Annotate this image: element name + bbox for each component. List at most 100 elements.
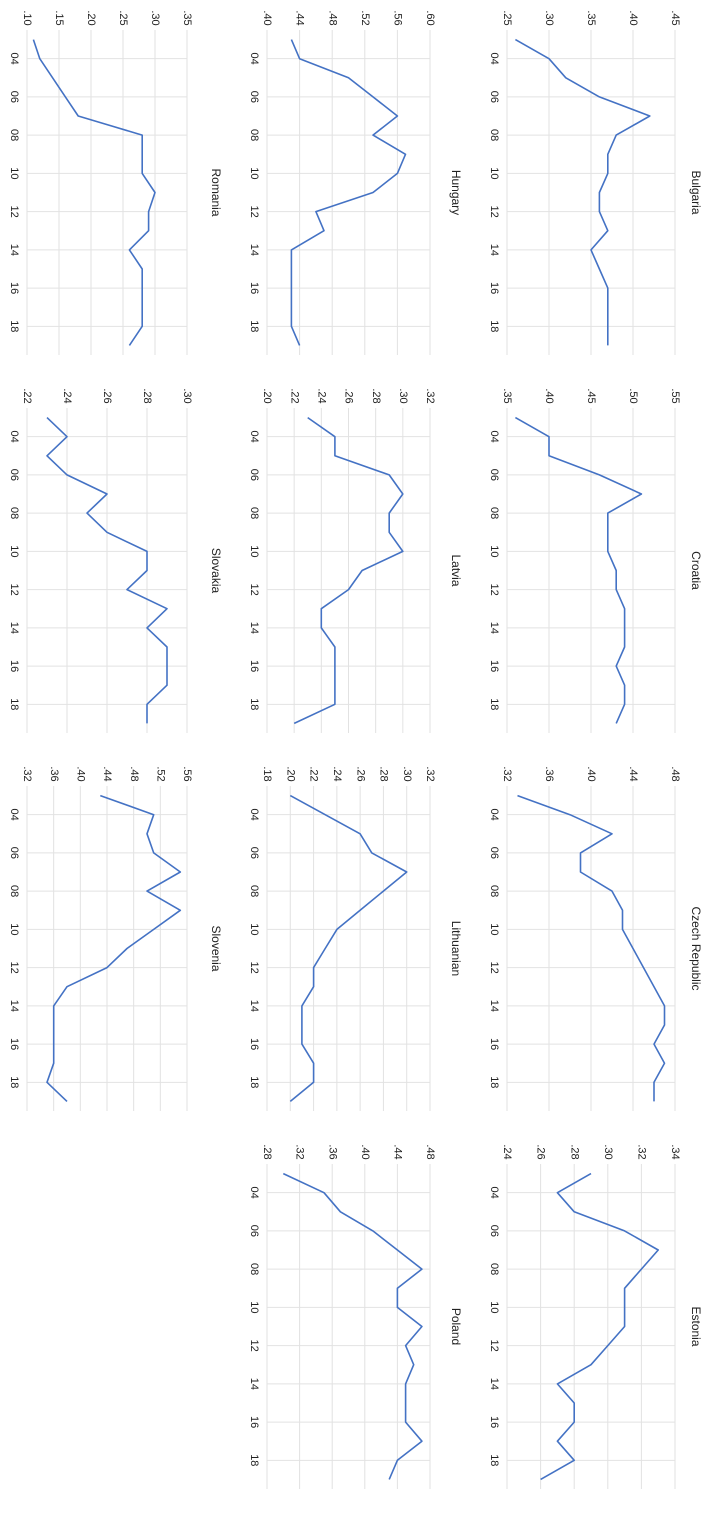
y-tick-label: .48 bbox=[669, 766, 681, 781]
y-tick-label: .52 bbox=[154, 766, 166, 781]
x-tick-label: 18 bbox=[488, 1076, 500, 1088]
y-tick-label: .48 bbox=[424, 1144, 436, 1159]
x-tick-label: 04 bbox=[248, 809, 260, 821]
data-line bbox=[515, 416, 643, 724]
data-line bbox=[46, 417, 168, 724]
y-tick-label: .40 bbox=[261, 10, 273, 25]
x-tick-label: 18 bbox=[248, 320, 260, 332]
y-tick-label: .28 bbox=[141, 388, 153, 403]
x-tick-label: 14 bbox=[488, 622, 500, 634]
panel: Lithuanian .18 .20 .22 .24 .26 .28 .30 .32 04 06 08… bbox=[248, 766, 463, 1111]
x-tick-label: 08 bbox=[488, 1263, 500, 1275]
y-tick-label: .36 bbox=[326, 1144, 338, 1159]
panel: Poland .28 .32 .36 .40 .44 .48 04 06 08 10 12 14 16 18 bbox=[248, 1144, 463, 1489]
y-tick-label: .32 bbox=[424, 766, 436, 781]
x-tick-label: 08 bbox=[8, 507, 20, 519]
x-tick-label: 10 bbox=[248, 1301, 260, 1313]
y-tick-label: .26 bbox=[535, 1144, 547, 1159]
x-tick-label: 10 bbox=[8, 545, 20, 557]
x-tick-label: 06 bbox=[248, 847, 260, 859]
x-tick-label: 14 bbox=[8, 244, 20, 256]
x-tick-label: 16 bbox=[8, 660, 20, 672]
x-tick-label: 08 bbox=[248, 129, 260, 141]
x-tick-label: 10 bbox=[248, 167, 260, 179]
x-tick-label: 16 bbox=[8, 282, 20, 294]
x-tick-label: 16 bbox=[488, 1416, 500, 1428]
panel: Croatia .35 .40 .45 .50 .55 04 06 08 10 12 14 16 18 bbox=[488, 388, 703, 733]
chart-title: Slovakia bbox=[209, 548, 223, 594]
data-line bbox=[282, 1172, 423, 1480]
x-tick-label: 04 bbox=[248, 1187, 260, 1199]
x-tick-label: 06 bbox=[488, 91, 500, 103]
x-tick-label: 14 bbox=[488, 1000, 500, 1012]
x-tick-label: 12 bbox=[8, 205, 20, 217]
x-tick-label: 04 bbox=[488, 53, 500, 65]
y-tick-label: .28 bbox=[378, 766, 390, 781]
y-tick-label: .45 bbox=[585, 388, 597, 403]
x-tick-label: 14 bbox=[248, 1000, 260, 1012]
x-tick-label: 06 bbox=[488, 1225, 500, 1237]
y-tick-label: .28 bbox=[261, 1144, 273, 1159]
y-tick-label: .25 bbox=[501, 10, 513, 25]
data-line bbox=[289, 794, 408, 1103]
y-tick-label: .40 bbox=[74, 766, 86, 781]
y-tick-label: .44 bbox=[627, 766, 639, 781]
y-tick-label: .32 bbox=[501, 766, 513, 781]
x-tick-label: 14 bbox=[8, 1000, 20, 1012]
panel: Latvia .20 .22 .24 .26 .28 .30 .32 04 06 08 10 12 14 1… bbox=[248, 388, 463, 733]
chart-title: Croatia bbox=[689, 551, 703, 590]
panel: Romania .10 .15 .20 .25 .30 .35 04 06 08 10 12 14 16 1… bbox=[8, 10, 223, 355]
y-tick-label: .35 bbox=[585, 10, 597, 25]
data-line bbox=[32, 39, 156, 346]
x-tick-label: 16 bbox=[488, 660, 500, 672]
x-tick-label: 08 bbox=[248, 1263, 260, 1275]
data-line bbox=[517, 794, 666, 1102]
x-tick-label: 10 bbox=[8, 923, 20, 935]
x-tick-label: 12 bbox=[248, 583, 260, 595]
x-tick-label: 06 bbox=[248, 91, 260, 103]
y-tick-label: .56 bbox=[181, 766, 193, 781]
y-tick-label: .26 bbox=[343, 388, 355, 403]
y-tick-label: .40 bbox=[359, 1144, 371, 1159]
x-tick-label: 16 bbox=[248, 282, 260, 294]
panel: Hungary .40 .44 .48 .52 .56 .60 04 06 08 10 12 14 16 1… bbox=[248, 10, 463, 355]
y-tick-label: .30 bbox=[401, 766, 413, 781]
y-tick-label: .24 bbox=[61, 388, 73, 403]
panel: Czech Republic .32 .36 .40 .44 .48 04 06 08 10 12 1… bbox=[488, 766, 703, 1111]
x-tick-label: 12 bbox=[488, 1339, 500, 1351]
data-line bbox=[540, 1172, 659, 1481]
x-tick-label: 14 bbox=[488, 1378, 500, 1390]
chart-title: Romania bbox=[209, 168, 223, 216]
y-tick-label: .60 bbox=[424, 10, 436, 25]
data-line bbox=[290, 39, 407, 346]
y-tick-label: .40 bbox=[627, 10, 639, 25]
x-tick-label: 04 bbox=[8, 809, 20, 821]
x-tick-label: 10 bbox=[8, 167, 20, 179]
x-tick-label: 04 bbox=[248, 431, 260, 443]
x-tick-label: 18 bbox=[8, 320, 20, 332]
rotated-canvas: Bulgaria.25.30.35.40.450406081012141618C… bbox=[8, 10, 703, 1489]
y-tick-label: .22 bbox=[288, 388, 300, 403]
y-tick-label: .35 bbox=[501, 388, 513, 403]
x-tick-label: 16 bbox=[488, 282, 500, 294]
x-tick-label: 08 bbox=[488, 885, 500, 897]
x-tick-label: 18 bbox=[248, 698, 260, 710]
x-tick-label: 04 bbox=[8, 431, 20, 443]
chart-title: Lithuanian bbox=[449, 921, 463, 976]
x-tick-label: 12 bbox=[488, 961, 500, 973]
chart-title: Estonia bbox=[689, 1306, 703, 1346]
x-tick-label: 06 bbox=[8, 847, 20, 859]
y-tick-label: .26 bbox=[354, 766, 366, 781]
x-tick-label: 04 bbox=[488, 809, 500, 821]
y-tick-label: .40 bbox=[585, 766, 597, 781]
x-tick-label: 08 bbox=[248, 885, 260, 897]
x-tick-label: 16 bbox=[248, 660, 260, 672]
y-tick-label: .22 bbox=[308, 766, 320, 781]
x-tick-label: 08 bbox=[8, 885, 20, 897]
x-tick-label: 14 bbox=[8, 622, 20, 634]
x-tick-label: 04 bbox=[8, 53, 20, 65]
panel: Bulgaria .25 .30 .35 .40 .45 04 06 08 10 12 14 16 18 bbox=[488, 10, 703, 355]
x-tick-label: 16 bbox=[8, 1038, 20, 1050]
y-tick-label: .10 bbox=[21, 10, 33, 25]
y-tick-label: .34 bbox=[669, 1144, 681, 1159]
